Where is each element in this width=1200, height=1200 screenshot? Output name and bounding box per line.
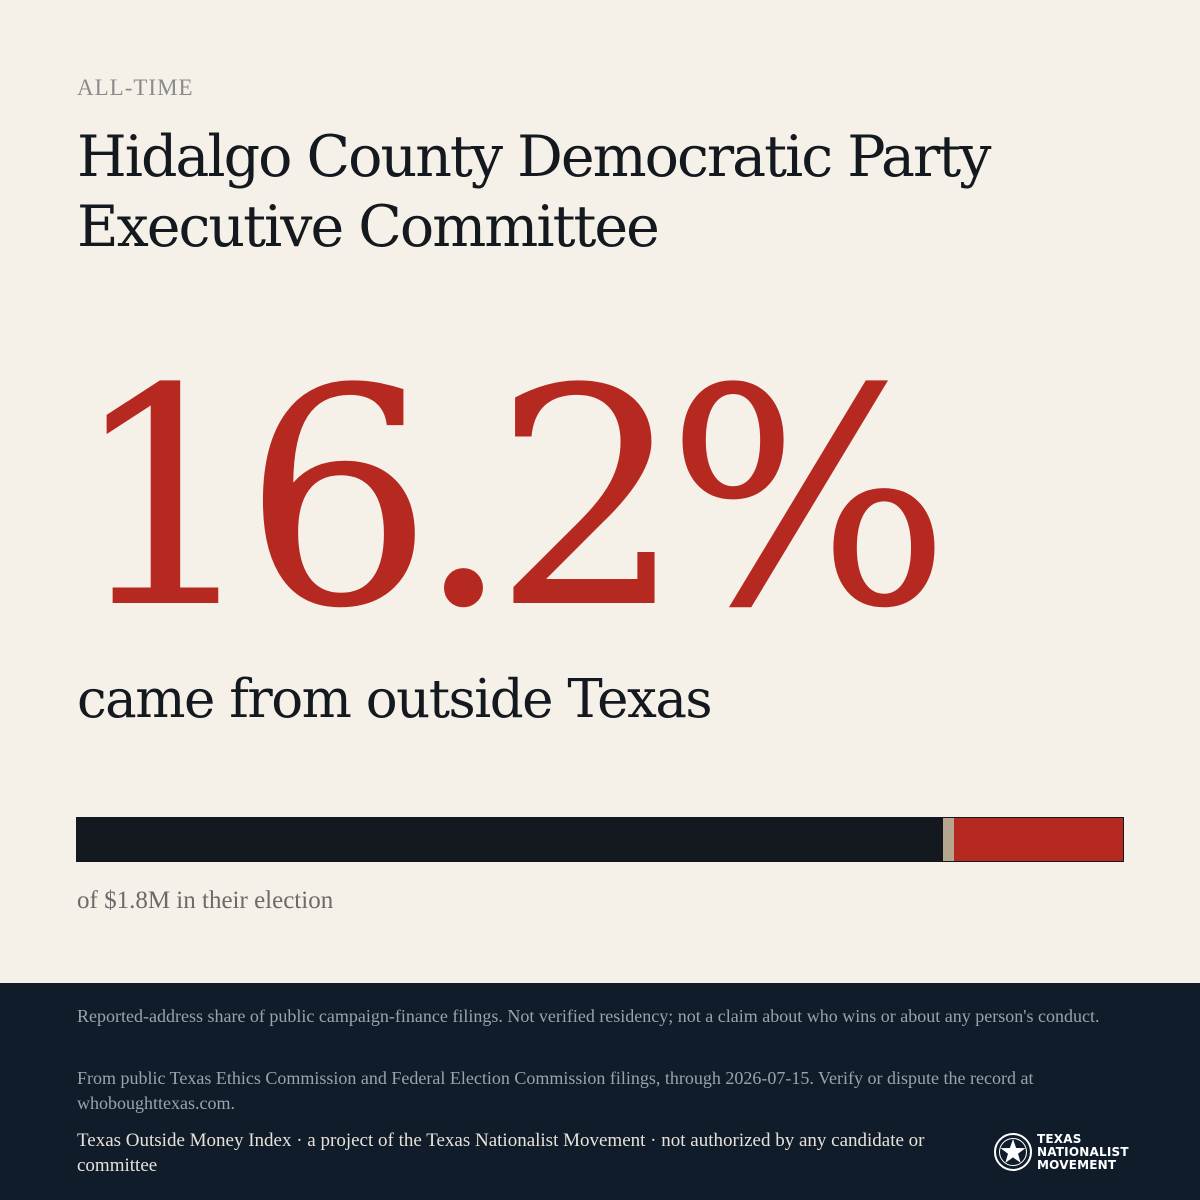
- inside-texas-segment: [77, 818, 943, 861]
- bar-separator: [942, 818, 954, 861]
- outside-texas-caption: came from outside Texas: [77, 669, 713, 730]
- logo-line-1: TEXAS: [1037, 1131, 1082, 1146]
- outside-texas-segment: [953, 818, 1123, 861]
- outside-percent: 16.2%: [70, 325, 951, 674]
- disclaimer-text: Reported-address share of public campaig…: [77, 1006, 1100, 1026]
- main-panel: ALL-TIME Hidalgo County Democratic Party…: [70, 75, 1124, 914]
- committee-title: Hidalgo County Democratic Party Executiv…: [77, 124, 991, 260]
- logo-line-2: NATIONALIST: [1037, 1144, 1129, 1159]
- tnm-logo: TEXAS NATIONALIST MOVEMENT: [993, 1131, 1129, 1173]
- star-seal-icon: [994, 1133, 1032, 1171]
- share-bar: [76, 817, 1124, 862]
- total-amount-label: of $1.8M in their election: [77, 887, 334, 914]
- logo-line-3: MOVEMENT: [1037, 1157, 1117, 1172]
- period-label: ALL-TIME: [77, 75, 194, 100]
- credit-text: Texas Outside Money Index · a project of…: [77, 1130, 925, 1176]
- logo-wordmark: TEXAS NATIONALIST MOVEMENT: [1037, 1131, 1129, 1172]
- source-text: From public Texas Ethics Commission and …: [77, 1068, 1034, 1113]
